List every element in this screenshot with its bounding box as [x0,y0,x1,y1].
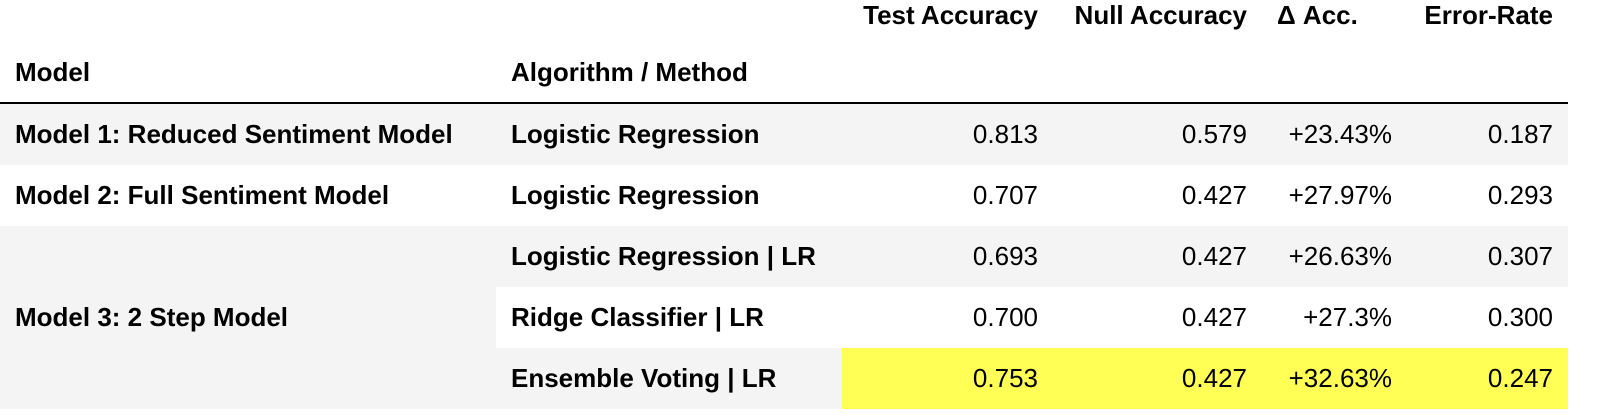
null-accuracy-cell: 0.427 [1053,165,1262,226]
delta-acc-cell: +26.63% [1262,226,1407,287]
test-accuracy-cell: 0.707 [842,165,1053,226]
results-table: Test Accuracy Null Accuracy Δ Acc. Error… [0,0,1568,409]
error-rate-cell: 0.247 [1407,348,1568,409]
header-row-metrics: Test Accuracy Null Accuracy Δ Acc. Error… [0,0,1568,42]
header-blank-4 [1407,42,1568,104]
header-error-rate: Error-Rate [1424,0,1553,30]
header-model: Model [0,42,496,104]
test-accuracy-cell: 0.700 [842,287,1053,348]
header-blank-model [0,0,496,42]
table-row: Model 3: 2 Step Model Logistic Regressio… [0,226,1568,409]
table-row: Model 2: Full Sentiment Model Logistic R… [0,165,1568,226]
header-blank-algorithm [496,0,842,42]
header-test-accuracy: Test Accuracy [863,0,1038,30]
table-row: Model 1: Reduced Sentiment Model Logisti… [0,103,1568,165]
delta-acc-cell: +27.3% [1262,287,1407,348]
error-rate-cell: 0.293 [1407,165,1568,226]
delta-acc-cell: +32.63% [1262,348,1407,409]
header-null-accuracy: Null Accuracy [1074,0,1247,30]
header-blank-2 [1053,42,1262,104]
algorithm-cell: Logistic Regression | LR [496,226,842,287]
error-rate-cell: 0.307 [1407,226,1568,287]
error-rate-cell: 0.187 [1407,103,1568,165]
null-accuracy-cell: 0.579 [1053,103,1262,165]
table-row-highlighted: Ensemble Voting | LR 0.753 0.427 +32.63%… [0,348,1568,409]
algorithm-cell: Ridge Classifier | LR [496,287,842,348]
header-row-labels: Model Algorithm / Method [0,42,1568,104]
table-row: Ridge Classifier | LR 0.700 0.427 +27.3%… [0,287,1568,348]
model-cell: Model 3: 2 Step Model [0,226,496,409]
header-delta-acc: Δ Acc. [1277,0,1358,30]
model-cell: Model 1: Reduced Sentiment Model [0,103,496,165]
null-accuracy-cell: 0.427 [1053,226,1262,287]
null-accuracy-cell: 0.427 [1053,348,1262,409]
model-cell: Model 2: Full Sentiment Model [0,165,496,226]
null-accuracy-cell: 0.427 [1053,287,1262,348]
test-accuracy-cell: 0.753 [842,348,1053,409]
header-algorithm: Algorithm / Method [496,42,842,104]
delta-acc-cell: +23.43% [1262,103,1407,165]
test-accuracy-cell: 0.693 [842,226,1053,287]
header-blank-3 [1262,42,1407,104]
delta-acc-cell: +27.97% [1262,165,1407,226]
test-accuracy-cell: 0.813 [842,103,1053,165]
algorithm-cell: Ensemble Voting | LR [496,348,842,409]
algorithm-cell: Logistic Regression [496,103,842,165]
header-blank-1 [842,42,1053,104]
algorithm-cell: Logistic Regression [496,165,842,226]
error-rate-cell: 0.300 [1407,287,1568,348]
